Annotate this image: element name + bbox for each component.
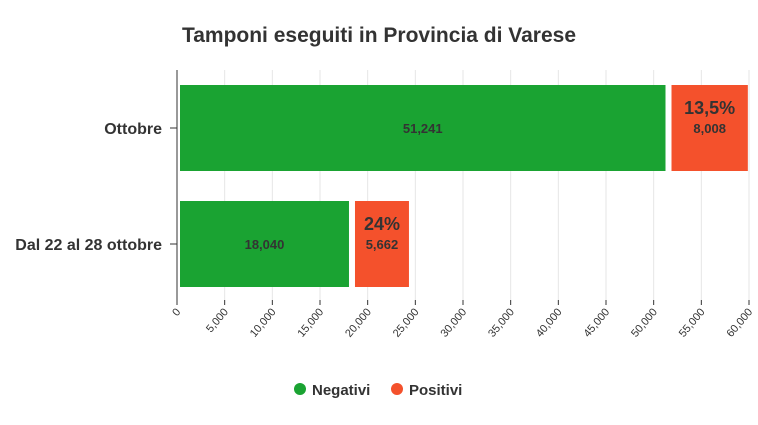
bar-positivi[interactable] <box>354 201 409 287</box>
x-tick-label: 10,000 <box>248 306 279 339</box>
x-tick-label: 15,000 <box>295 306 326 339</box>
x-tick-label: 5,000 <box>204 306 231 335</box>
chart-title: Tamponi eseguiti in Provincia di Varese <box>182 24 576 47</box>
x-tick-label: 35,000 <box>486 306 517 339</box>
bar-negativi[interactable] <box>180 201 349 287</box>
x-tick-label: 40,000 <box>534 306 565 339</box>
data-label: 5,662 <box>366 237 399 252</box>
category-label: Ottobre <box>104 121 162 138</box>
x-tick-label: 50,000 <box>629 306 660 339</box>
x-tick-label: 30,000 <box>438 306 469 339</box>
bar-negativi[interactable] <box>180 85 666 171</box>
category-labels: Ottobre Dal 22 al 28 ottobre <box>15 121 162 254</box>
x-tick-label: 60,000 <box>724 306 755 339</box>
legend-label: Positivi <box>409 382 462 399</box>
legend[interactable]: Negativi Positivi <box>294 382 462 399</box>
axes <box>170 70 750 305</box>
bar-positivi[interactable] <box>671 85 748 171</box>
x-tick-label: 25,000 <box>391 306 422 339</box>
x-tick-label: 0 <box>170 306 183 318</box>
x-tick-label: 20,000 <box>343 306 374 339</box>
legend-label: Negativi <box>312 382 370 399</box>
bars: 51,241 13,5% 8,008 18,040 24% 5,662 <box>180 85 748 287</box>
x-tick-label: 45,000 <box>581 306 612 339</box>
legend-marker <box>294 383 306 395</box>
x-tick-label: 55,000 <box>677 306 708 339</box>
percent-label: 24% <box>364 214 400 234</box>
percent-label: 13,5% <box>684 98 735 118</box>
category-label: Dal 22 al 28 ottobre <box>15 237 162 254</box>
legend-item-negativi[interactable]: Negativi <box>294 382 370 399</box>
data-label: 18,040 <box>245 237 285 252</box>
legend-marker <box>391 383 403 395</box>
legend-item-positivi[interactable]: Positivi <box>391 382 462 399</box>
x-tick-labels: 0 5,000 10,000 15,000 20,000 25,000 30,000 35,0… <box>170 306 755 339</box>
data-label: 51,241 <box>403 121 443 136</box>
data-label: 8,008 <box>693 121 726 136</box>
